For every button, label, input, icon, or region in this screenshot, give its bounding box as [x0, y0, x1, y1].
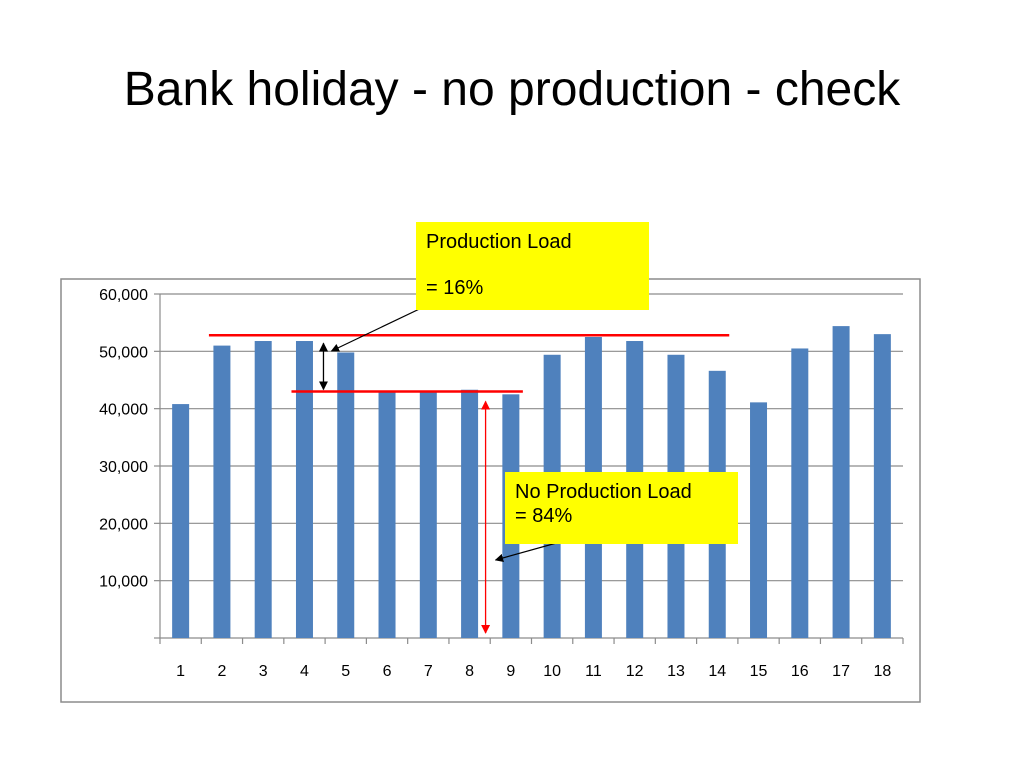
x-tick-label: 3: [259, 663, 268, 680]
bar: [791, 348, 809, 638]
x-tick-label: 15: [750, 663, 768, 680]
no-production-load-callout: No Production Load = 84%: [505, 472, 738, 544]
production-callout-leader: [330, 302, 433, 352]
y-tick-label: 50,000: [99, 344, 148, 361]
bar: [337, 352, 355, 638]
x-tick-label: 5: [341, 663, 350, 680]
production-load-callout: Production Load = 16%: [416, 222, 649, 310]
no-production-load-value: = 84%: [515, 505, 573, 527]
bar: [873, 334, 891, 638]
x-tick-label: 2: [217, 663, 226, 680]
x-tick-label: 7: [424, 663, 433, 680]
bar: [419, 391, 437, 638]
x-tick-label: 9: [506, 663, 515, 680]
x-tick-label: 1: [176, 663, 185, 680]
production-load-value: = 16%: [426, 277, 484, 299]
bar: [750, 402, 768, 638]
chart-frame: [60, 278, 921, 703]
x-tick-label: 12: [626, 663, 644, 680]
y-tick-label: 30,000: [99, 459, 148, 476]
x-tick-label: 10: [543, 663, 561, 680]
x-tick-label: 13: [667, 663, 685, 680]
x-tick-label: 4: [300, 663, 309, 680]
y-tick-label: 20,000: [99, 516, 148, 533]
x-tick-label: 17: [832, 663, 850, 680]
no-production-load-label: No Production Load: [515, 481, 692, 503]
bar: [461, 389, 479, 638]
bar: [832, 326, 850, 638]
y-tick-label: 10,000: [99, 574, 148, 591]
production-load-label: Production Load: [426, 231, 572, 253]
bar: [254, 341, 272, 638]
x-tick-label: 8: [465, 663, 474, 680]
bar: [172, 404, 190, 638]
reference-lines: [208, 334, 730, 393]
x-tick-label: 18: [873, 663, 891, 680]
bar: [378, 391, 396, 638]
x-tick-label: 11: [585, 663, 602, 680]
x-tick-label: 6: [383, 663, 392, 680]
y-tick-label: 40,000: [99, 402, 148, 419]
bar: [295, 341, 313, 638]
bar: [213, 345, 231, 638]
x-tick-label: 14: [708, 663, 726, 680]
y-tick-label: 60,000: [99, 287, 148, 304]
bars: [172, 326, 891, 638]
slide-title: Bank holiday - no production - check: [123, 63, 901, 116]
x-tick-label: 16: [791, 663, 809, 680]
